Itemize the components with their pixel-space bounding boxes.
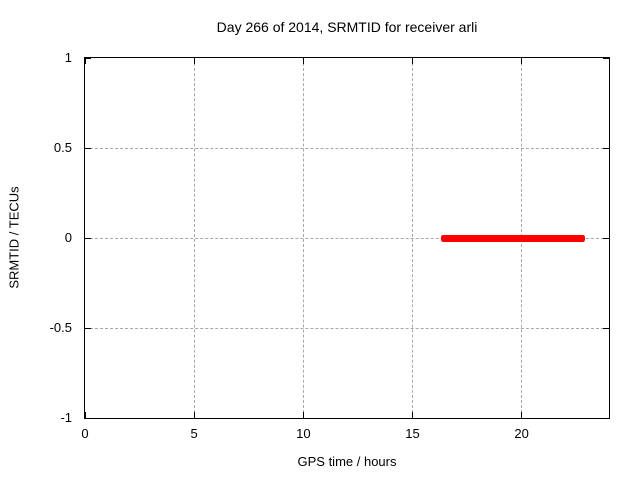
y-gridline	[85, 327, 609, 329]
x-tick-label: 10	[296, 426, 311, 441]
y-tick-label: -1	[60, 410, 72, 425]
y-tick-label: -0.5	[49, 320, 72, 335]
y-tick-mark	[603, 327, 609, 329]
x-tick-mark	[193, 58, 195, 64]
series-line	[440, 234, 585, 242]
x-tick-mark	[521, 412, 523, 418]
x-tick-label: 5	[190, 426, 198, 441]
x-tick-mark	[84, 58, 86, 64]
x-tick-mark	[193, 412, 195, 418]
y-gridline	[85, 237, 609, 239]
x-tick-mark	[302, 58, 304, 64]
y-tick-mark	[603, 417, 609, 419]
y-tick-label: 1	[64, 50, 72, 65]
x-tick-mark	[302, 412, 304, 418]
x-tick-label: 20	[514, 426, 529, 441]
y-tick-mark	[603, 147, 609, 149]
y-tick-mark	[85, 327, 91, 329]
y-tick-mark	[85, 237, 91, 239]
y-tick-mark	[603, 57, 609, 59]
x-tick-label: 15	[405, 426, 420, 441]
x-tick-mark	[412, 412, 413, 418]
x-axis-label: GPS time / hours	[297, 454, 397, 469]
y-tick-mark	[85, 147, 91, 149]
y-gridline	[85, 147, 609, 149]
x-tick-mark	[521, 58, 523, 64]
y-tick-mark	[85, 417, 91, 419]
y-tick-label: 0.5	[53, 140, 72, 155]
y-tick-label: 0	[64, 230, 72, 245]
x-tick-mark	[84, 412, 86, 418]
x-tick-label: 0	[81, 426, 89, 441]
plot-area	[84, 57, 610, 419]
y-tick-mark	[603, 237, 609, 239]
x-tick-mark	[412, 58, 413, 64]
chart-title: Day 266 of 2014, SRMTID for receiver arl…	[216, 19, 478, 35]
y-tick-mark	[85, 57, 91, 59]
